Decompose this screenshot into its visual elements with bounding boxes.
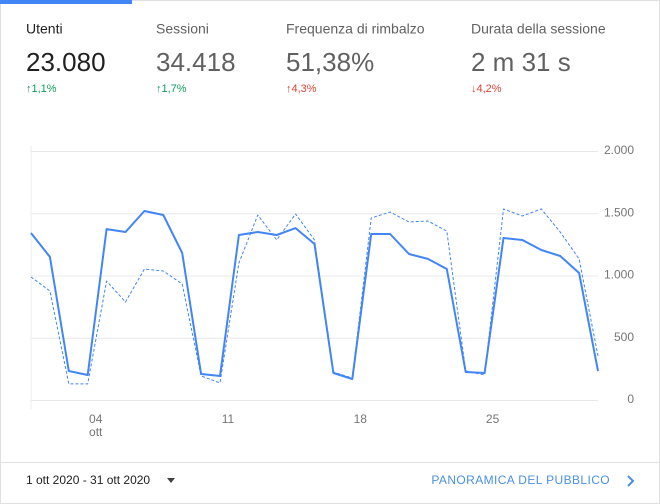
- tab-label[interactable]: Frequenza di rimbalzo: [286, 21, 425, 37]
- tab-value[interactable]: 2 m 31 s: [471, 47, 571, 77]
- tab-label[interactable]: Utenti: [26, 21, 63, 37]
- tab-change[interactable]: ↓4,2%: [471, 83, 502, 95]
- x-tick-label: 04: [89, 412, 103, 426]
- tab-change[interactable]: ↑1,1%: [26, 83, 57, 95]
- tab-label[interactable]: Sessioni: [156, 21, 209, 37]
- tab-label[interactable]: Durata della sessione: [471, 21, 606, 37]
- audience-link[interactable]: PANORAMICA DEL PUBBLICO: [431, 473, 610, 487]
- y-tick-label: 2.000: [604, 143, 634, 157]
- x-month-label: ott: [89, 425, 103, 439]
- tab-change[interactable]: ↑4,3%: [286, 83, 317, 95]
- y-tick-label: 1.500: [604, 205, 634, 219]
- tab-value[interactable]: 51,38%: [286, 47, 374, 77]
- tab-value[interactable]: 34.418: [156, 47, 236, 77]
- date-range[interactable]: 1 ott 2020 - 31 ott 2020: [26, 473, 150, 487]
- current-period-line: [30, 210, 599, 380]
- y-tick-label: 0: [627, 392, 634, 406]
- x-tick-label: 11: [222, 412, 235, 426]
- y-tick-label: 500: [614, 330, 634, 344]
- tab-value[interactable]: 23.080: [26, 47, 106, 77]
- chevron-icon[interactable]: [627, 475, 635, 487]
- previous-period-line: [30, 208, 599, 385]
- x-tick-label: 18: [354, 412, 368, 426]
- dropdown-icon[interactable]: [167, 478, 175, 483]
- selected-tab-indicator: [0, 0, 132, 4]
- tab-change[interactable]: ↑1,7%: [156, 83, 187, 95]
- x-tick-label: 25: [486, 412, 500, 426]
- y-tick-label: 1.000: [604, 268, 634, 282]
